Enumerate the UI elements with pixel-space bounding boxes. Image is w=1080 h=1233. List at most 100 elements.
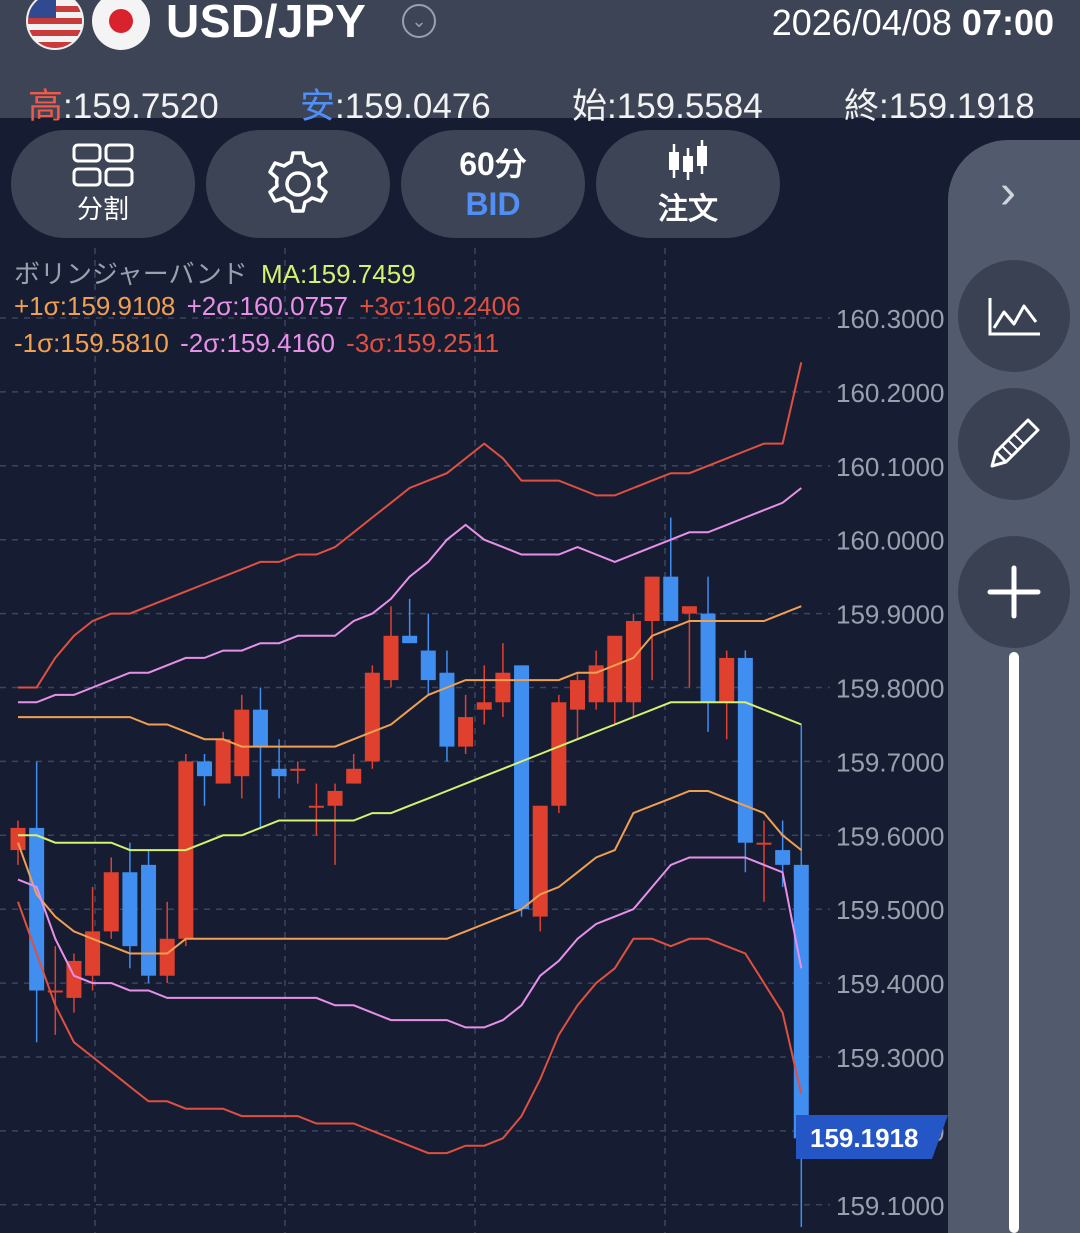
candle-body xyxy=(271,768,287,777)
ohlc-open: 始:159.5584 xyxy=(572,87,763,126)
candle-body xyxy=(700,613,716,703)
candle-body xyxy=(197,761,212,777)
indicator-chart-button[interactable] xyxy=(958,260,1070,372)
lower-2sigma-line xyxy=(17,856,803,1029)
indicator-legend-row3: -1σ:159.5810 -2σ:159.4160 -3σ:159.2511 xyxy=(14,328,499,359)
y-tick-label: 159.5000 xyxy=(836,895,944,925)
candle-body xyxy=(793,864,809,1139)
candle-body xyxy=(570,680,585,710)
indicator-plus3: +3σ:160.2406 xyxy=(359,291,521,321)
price-type-label: BID xyxy=(465,186,521,222)
candle-body xyxy=(141,864,157,976)
candle-body xyxy=(737,657,753,843)
y-tick-label: 159.4000 xyxy=(836,969,944,999)
upper-1sigma-line xyxy=(18,605,802,748)
moving-average-line xyxy=(18,701,802,852)
candle-body xyxy=(495,672,511,703)
y-tick-label: 160.0000 xyxy=(836,526,944,556)
indicator-ma: MA:159.7459 xyxy=(260,259,416,289)
chart-datetime: 2026/04/08 07:00 xyxy=(772,2,1054,44)
candle-body xyxy=(122,872,138,947)
candle-body xyxy=(234,709,250,777)
zoom-in-button[interactable] xyxy=(958,536,1070,648)
y-tick-label: 159.3000 xyxy=(836,1043,944,1073)
gear-icon xyxy=(268,151,328,213)
y-tick-label: 159.8000 xyxy=(836,674,944,704)
y-tick-label: 159.1000 xyxy=(836,1191,944,1221)
candle-body xyxy=(588,665,604,703)
current-price-tag xyxy=(796,1114,948,1159)
indicator-name: ボリンジャーバンド xyxy=(14,259,248,289)
candle-body xyxy=(327,790,343,806)
candle-body xyxy=(10,827,26,851)
chart-date: 2026/04/08 xyxy=(771,2,952,43)
candle-body xyxy=(775,850,791,865)
price-chart[interactable]: 160.3000 160.2000 160.1000 160.0000 159.9000… xyxy=(0,118,948,1233)
line-chart-icon xyxy=(988,298,1040,336)
candle-body xyxy=(532,805,548,917)
candle-body xyxy=(47,990,63,993)
order-button[interactable]: 注文 xyxy=(596,130,780,238)
candle-body xyxy=(644,576,660,621)
y-tick-label: 159.6000 xyxy=(836,821,944,851)
candle-body xyxy=(308,805,324,808)
indicator-plus1: +1σ:159.9108 xyxy=(14,291,176,321)
lower-1sigma-line xyxy=(17,790,802,955)
upper-2sigma-line xyxy=(18,487,802,704)
split-button[interactable]: 分割 xyxy=(11,130,195,238)
candle-body xyxy=(364,672,380,762)
candlestick-icon xyxy=(669,140,707,180)
collapse-panel-chevron-icon[interactable]: › xyxy=(1000,166,1016,219)
split-label: 分割 xyxy=(76,193,129,224)
candle-body xyxy=(383,635,399,681)
order-label: 注文 xyxy=(658,193,718,226)
upper-3sigma-line xyxy=(18,362,803,689)
settings-button[interactable] xyxy=(206,130,390,238)
y-tick-label: 160.2000 xyxy=(836,378,944,408)
timeframe-button[interactable]: 60分 BID xyxy=(401,130,585,238)
zoom-slider-track[interactable] xyxy=(1009,652,1019,1233)
indicator-minus1: -1σ:159.5810 xyxy=(14,328,169,358)
plus-icon xyxy=(987,565,1041,619)
candle-body xyxy=(346,768,362,784)
candle-body xyxy=(458,717,474,747)
candle-body xyxy=(252,709,268,747)
japan-flag-icon xyxy=(92,0,150,50)
candle-body xyxy=(476,702,492,710)
y-tick-label: 160.1000 xyxy=(836,452,944,482)
chart-time: 07:00 xyxy=(961,2,1054,43)
candle-body xyxy=(402,635,418,644)
ohlc-low: 安:159.0476 xyxy=(300,87,491,126)
y-tick-label: 159.7000 xyxy=(836,747,944,777)
candle-body xyxy=(420,650,436,681)
candle-body xyxy=(551,702,567,806)
y-tick-label: 160.3000 xyxy=(836,304,944,334)
candle-body xyxy=(159,938,175,976)
candle-body xyxy=(215,739,231,784)
indicator-minus3: -3σ:159.2511 xyxy=(346,328,500,358)
candle-body xyxy=(681,606,697,614)
candle-body xyxy=(103,872,119,932)
indicator-plus2: +2σ:160.0757 xyxy=(186,291,348,321)
ohlc-high: 高:159.7520 xyxy=(28,87,219,126)
candle-body xyxy=(85,931,101,976)
indicator-legend-row1: ボリンジャーバンド MA:159.7459 xyxy=(14,254,416,291)
pencil-icon xyxy=(990,418,1040,468)
candle-body xyxy=(607,635,623,703)
candle-body xyxy=(439,672,455,747)
split-grid-icon xyxy=(72,143,134,186)
pair-select-chevron-icon[interactable]: ⌄ xyxy=(402,4,436,38)
candle-body xyxy=(29,827,45,991)
current-price-label: 159.1918 xyxy=(810,1123,918,1153)
y-tick-label: 159.9000 xyxy=(836,600,944,630)
candle-body xyxy=(756,842,772,845)
header-bar: USD/JPY ⌄ 2026/04/08 07:00 高:159.7520 安:… xyxy=(0,0,1080,126)
candle-body xyxy=(514,665,530,910)
candle-body xyxy=(625,620,641,703)
timeframe-label: 60分 xyxy=(459,146,527,182)
indicator-legend-row2: +1σ:159.9108 +2σ:160.0757 +3σ:160.2406 xyxy=(14,291,521,322)
drawing-tool-button[interactable] xyxy=(958,388,1070,500)
candle-body xyxy=(719,657,735,703)
ohlc-close: 終:159.1918 xyxy=(844,87,1035,126)
currency-pair-title[interactable]: USD/JPY xyxy=(166,0,367,47)
